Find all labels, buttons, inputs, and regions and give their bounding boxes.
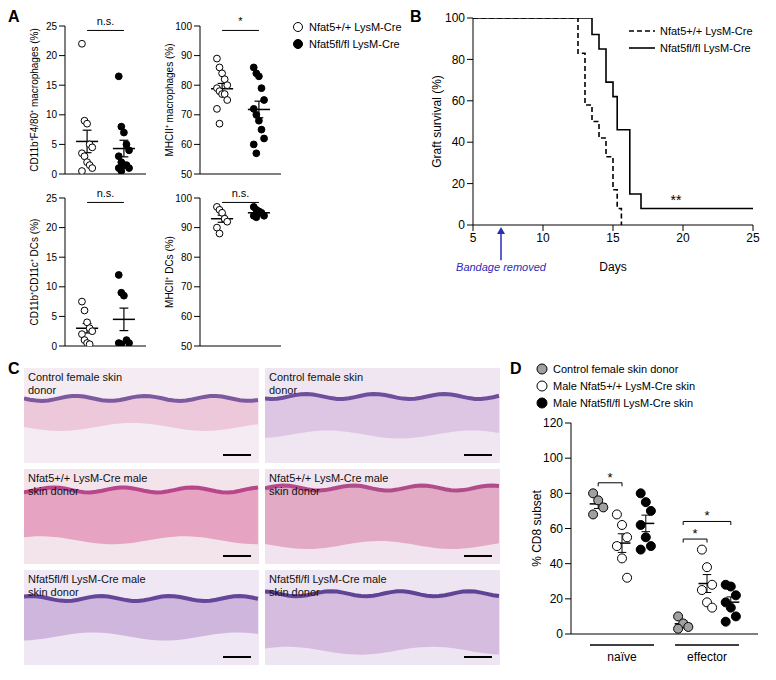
svg-text:0: 0 [51, 169, 57, 180]
svg-text:0: 0 [458, 218, 465, 232]
svg-text:**: ** [671, 192, 682, 208]
svg-text:*: * [693, 526, 698, 541]
svg-text:80: 80 [181, 80, 193, 91]
svg-text:60: 60 [181, 139, 193, 150]
svg-text:15: 15 [46, 80, 58, 91]
svg-text:60: 60 [452, 94, 466, 108]
svg-text:20: 20 [550, 592, 564, 606]
html-text:Control female skin donor: Control female skin donor [553, 362, 679, 375]
svg-text:60: 60 [550, 522, 564, 536]
svg-text:60: 60 [181, 311, 193, 322]
svg-text:15: 15 [46, 252, 58, 263]
html-text:Nfat5+/+ LysM-Cre: Nfat5+/+ LysM-Cre [309, 20, 402, 33]
svg-text:n.s.: n.s. [232, 187, 250, 199]
svg-text:CD11b⁺CD11c⁺ DCs (%): CD11b⁺CD11c⁺ DCs (%) [29, 219, 40, 326]
svg-text:100: 100 [175, 193, 192, 204]
svg-text:% CD8 subset: % CD8 subset [530, 489, 544, 566]
svg-text:CD11b⁺F4/80⁺ macrophages (%): CD11b⁺F4/80⁺ macrophages (%) [29, 28, 40, 172]
html-text:Control female skin donor: Control female skin donor [28, 371, 123, 396]
svg-text:20: 20 [676, 231, 690, 245]
svg-text:50: 50 [181, 341, 193, 352]
html-text:Nfat5fl/fl LysM-Cre male skin: Nfat5fl/fl LysM-Cre male skin donor [269, 573, 387, 598]
svg-text:70: 70 [181, 109, 193, 120]
svg-text:Graft survival (%): Graft survival (%) [430, 75, 444, 168]
svg-text:0: 0 [556, 627, 563, 641]
svg-text:50: 50 [181, 169, 193, 180]
svg-text:naïve: naïve [607, 650, 637, 664]
svg-text:20: 20 [46, 50, 58, 61]
svg-text:5: 5 [51, 139, 57, 150]
svg-text:MHCII⁺ DCs (%): MHCII⁺ DCs (%) [164, 236, 175, 308]
svg-text:10: 10 [46, 109, 58, 120]
html-text:B: B [410, 8, 422, 25]
html-text:Nfat5+/+ LysM-Cre male skin do: Nfat5+/+ LysM-Cre male skin donor [269, 472, 389, 497]
svg-text:90: 90 [181, 222, 193, 233]
svg-text:*: * [704, 508, 709, 523]
svg-text:*: * [238, 15, 243, 27]
svg-text:Days: Days [599, 260, 626, 274]
html-text:Control female skin donor: Control female skin donor [269, 371, 364, 396]
html-text:Male Nfat5+/+ LysM-Cre skin: Male Nfat5+/+ LysM-Cre skin [553, 379, 695, 392]
svg-text:80: 80 [550, 487, 564, 501]
svg-text:*: * [608, 470, 613, 485]
html-text:Nfat5fl/fl LysM-Cre: Nfat5fl/fl LysM-Cre [309, 37, 400, 50]
svg-text:70: 70 [181, 281, 193, 292]
svg-text:n.s.: n.s. [97, 187, 115, 199]
svg-text:120: 120 [543, 416, 563, 430]
svg-text:15: 15 [606, 231, 620, 245]
svg-text:25: 25 [746, 231, 760, 245]
svg-text:effector: effector [687, 650, 727, 664]
svg-text:25: 25 [46, 193, 58, 204]
svg-text:100: 100 [445, 11, 465, 25]
svg-text:25: 25 [46, 21, 58, 32]
svg-text:20: 20 [452, 177, 466, 191]
svg-text:20: 20 [46, 222, 58, 233]
html-text:C: C [8, 360, 20, 377]
html-text:Male Nfat5fl/fl LysM-Cre skin: Male Nfat5fl/fl LysM-Cre skin [553, 396, 694, 409]
html-text:Nfat5fl/fl LysM-Cre male skin: Nfat5fl/fl LysM-Cre male skin donor [28, 573, 146, 598]
svg-text:Bandage removed: Bandage removed [456, 261, 547, 273]
svg-text:80: 80 [181, 252, 193, 263]
svg-text:90: 90 [181, 50, 193, 61]
svg-text:n.s.: n.s. [97, 15, 115, 27]
svg-text:40: 40 [452, 135, 466, 149]
svg-text:5: 5 [51, 311, 57, 322]
svg-text:MHCII⁺ macrophages (%): MHCII⁺ macrophages (%) [164, 43, 175, 156]
html-text:Nfat5+/+ LysM-Cre: Nfat5+/+ LysM-Cre [660, 24, 753, 37]
html-text:Nfat5fl/fl LysM-Cre: Nfat5fl/fl LysM-Cre [660, 41, 751, 54]
html-text:D: D [510, 360, 522, 377]
html-text:Nfat5+/+ LysM-Cre male skin do: Nfat5+/+ LysM-Cre male skin donor [28, 472, 148, 497]
svg-text:0: 0 [51, 341, 57, 352]
svg-text:10: 10 [46, 281, 58, 292]
svg-text:40: 40 [550, 557, 564, 571]
svg-text:10: 10 [536, 231, 550, 245]
svg-text:100: 100 [543, 451, 563, 465]
svg-text:80: 80 [452, 53, 466, 67]
svg-text:5: 5 [470, 231, 477, 245]
svg-text:100: 100 [175, 21, 192, 32]
html-text:A: A [8, 8, 20, 25]
